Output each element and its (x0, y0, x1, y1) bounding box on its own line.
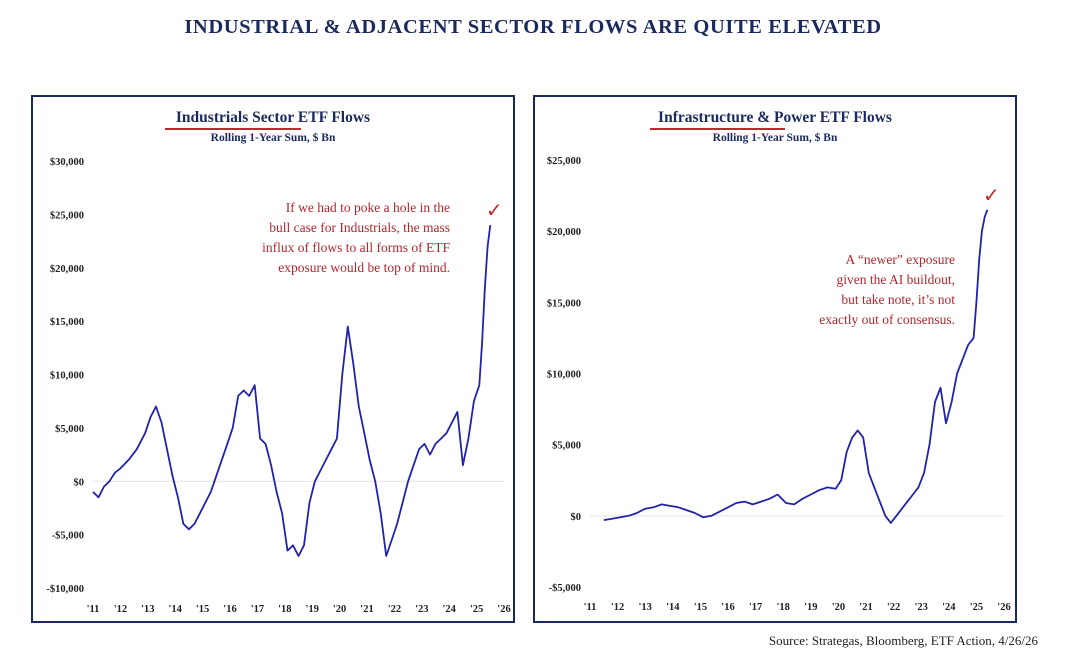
y-tick-label: $10,000 (50, 371, 84, 382)
annotation-line: A “newer” exposure (846, 252, 955, 267)
x-tick-label: '17 (251, 604, 264, 615)
x-tick-label: '22 (887, 602, 900, 613)
annotation-line: If we had to poke a hole in the (286, 200, 450, 215)
chart-title: Infrastructure & Power ETF Flows (658, 109, 892, 126)
x-tick-label: '18 (776, 602, 789, 613)
y-tick-label: $10,000 (547, 370, 581, 381)
x-tick-label: '25 (970, 602, 983, 613)
x-tick-label: '23 (415, 604, 428, 615)
x-tick-label: '11 (584, 602, 597, 613)
x-tick-label: '21 (859, 602, 872, 613)
chart-panel-infrastructure: Infrastructure & Power ETF Flows Rolling … (533, 95, 1017, 623)
x-tick-label: '15 (196, 604, 209, 615)
annotation-line: given the AI buildout, (837, 272, 956, 287)
x-tick-label: '23 (914, 602, 927, 613)
source-note: Source: Strategas, Bloomberg, ETF Action… (768, 633, 1038, 648)
x-tick-label: '20 (832, 602, 845, 613)
annotation-line: but take note, it’s not (841, 292, 955, 307)
y-tick-label: $25,000 (547, 156, 581, 167)
x-tick-label: '26 (497, 604, 510, 615)
annotation-line: exactly out of consensus. (819, 312, 955, 327)
y-tick-label: $0 (571, 512, 582, 523)
x-tick-label: '19 (804, 602, 817, 613)
check-mark-icon: ✓ (983, 183, 1000, 207)
y-tick-label: $15,000 (50, 317, 84, 328)
chart-subtitle: Rolling 1-Year Sum, $ Bn (713, 131, 838, 144)
y-tick-label: $0 (74, 477, 85, 488)
chart-infrastructure: Infrastructure & Power ETF Flows Rolling … (547, 109, 1011, 613)
x-tick-label: '14 (168, 604, 182, 615)
x-tick-label: '12 (611, 602, 624, 613)
x-tick-label: '25 (470, 604, 483, 615)
x-tick-label: '19 (305, 604, 318, 615)
x-tick-label: '20 (333, 604, 346, 615)
x-tick-label: '13 (141, 604, 154, 615)
x-tick-label: '11 (87, 604, 100, 615)
x-tick-label: '12 (114, 604, 127, 615)
x-tick-label: '26 (997, 602, 1010, 613)
chart-industrials: Industrials Sector ETF Flows Rolling 1-Ye… (46, 109, 510, 615)
y-tick-label: $25,000 (50, 210, 84, 221)
annotation-line: influx of flows to all forms of ETF (262, 240, 450, 255)
y-tick-label: $30,000 (50, 157, 84, 168)
chart-subtitle: Rolling 1-Year Sum, $ Bn (211, 131, 336, 144)
x-tick-label: '13 (638, 602, 651, 613)
x-tick-label: '16 (721, 602, 734, 613)
x-tick-label: '16 (223, 604, 236, 615)
page-title: INDUSTRIAL & ADJACENT SECTOR FLOWS ARE Q… (184, 16, 882, 38)
x-tick-label: '15 (694, 602, 707, 613)
x-tick-label: '21 (360, 604, 373, 615)
chart-panel-industrials: Industrials Sector ETF Flows Rolling 1-Ye… (31, 95, 515, 623)
check-mark-icon: ✓ (486, 198, 503, 222)
y-tick-label: -$5,000 (549, 583, 581, 594)
y-tick-label: $20,000 (547, 227, 581, 238)
y-tick-label: $5,000 (55, 424, 84, 435)
x-tick-label: '24 (942, 602, 956, 613)
y-tick-label: -$10,000 (46, 584, 84, 595)
annotation-line: bull case for Industrials, the mass (269, 220, 450, 235)
x-tick-label: '24 (442, 604, 456, 615)
series-line (603, 209, 989, 524)
y-tick-label: -$5,000 (52, 531, 84, 542)
chart-title: Industrials Sector ETF Flows (176, 109, 370, 126)
x-tick-label: '17 (749, 602, 762, 613)
x-tick-label: '22 (388, 604, 401, 615)
x-tick-label: '18 (278, 604, 291, 615)
y-tick-label: $5,000 (552, 441, 581, 452)
y-tick-label: $15,000 (547, 298, 581, 309)
annotation-line: exposure would be top of mind. (278, 260, 450, 275)
y-tick-label: $20,000 (50, 264, 84, 275)
series-line (92, 224, 492, 557)
x-tick-label: '14 (666, 602, 680, 613)
